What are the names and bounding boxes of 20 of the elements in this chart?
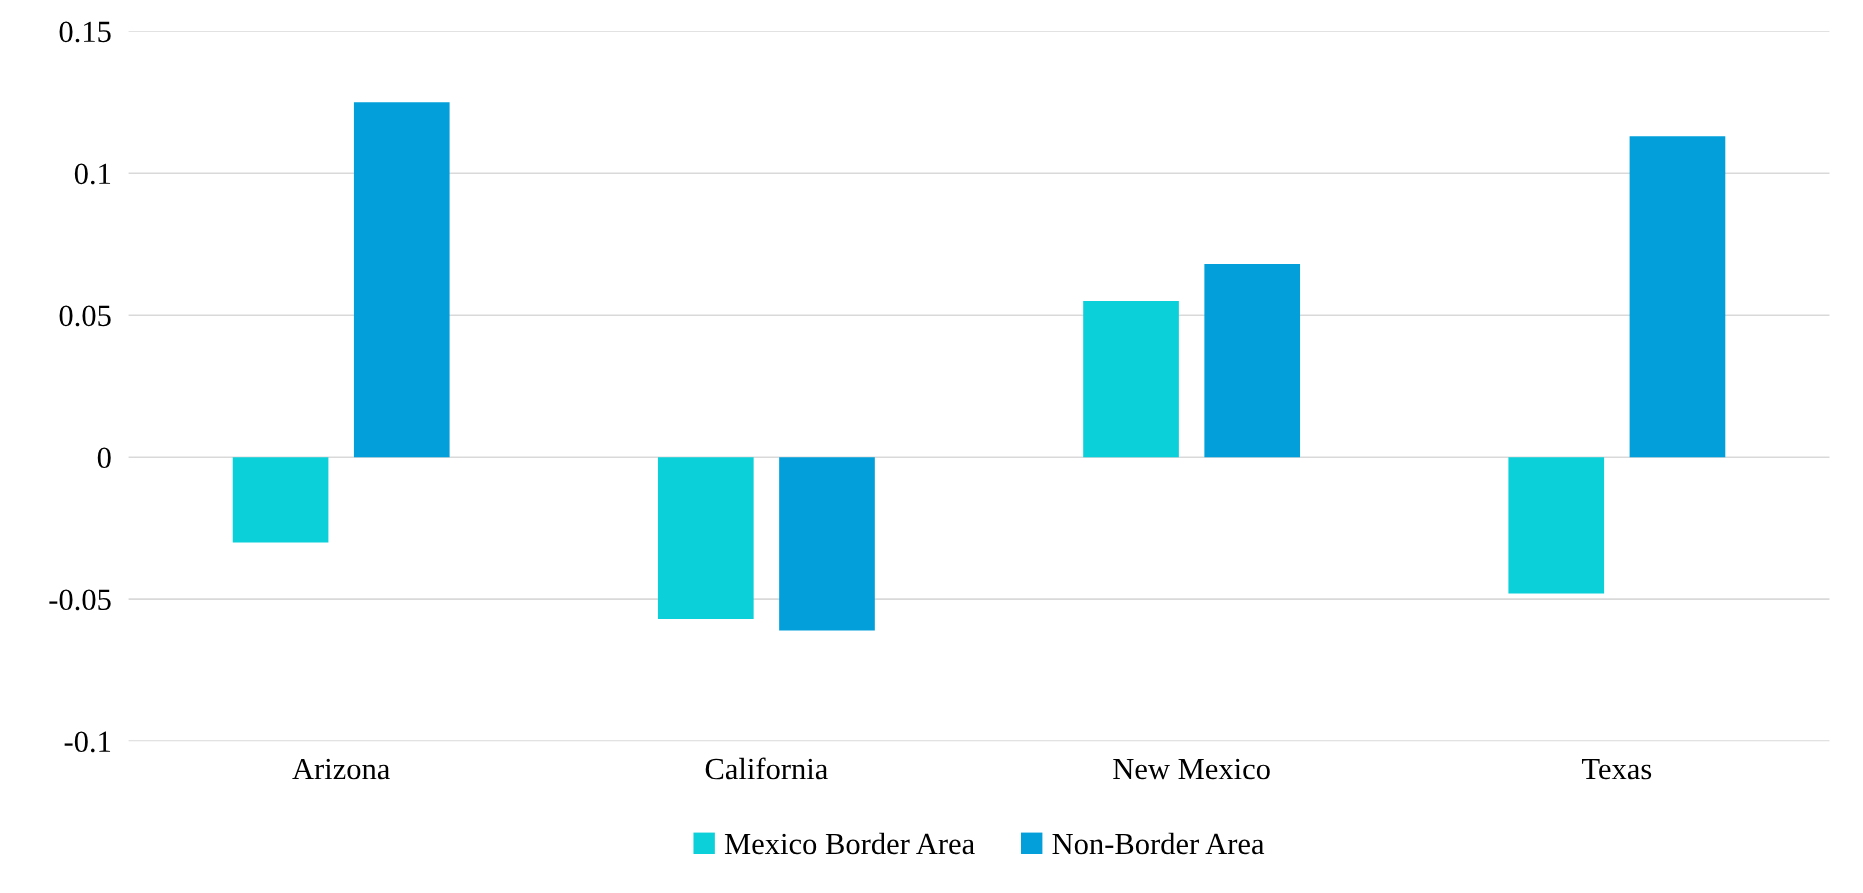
- bar: [232, 457, 329, 543]
- bar: [657, 457, 754, 620]
- x-tick-label: California: [705, 757, 828, 780]
- bar: [1629, 136, 1726, 458]
- y-tick-label: -0.1: [64, 731, 111, 753]
- legend-label: Non-Border Area: [1052, 832, 1265, 855]
- y-tick-label: 0.05: [59, 305, 111, 327]
- x-tick-label: Arizona: [292, 758, 390, 780]
- legend-label: Mexico Border Area: [724, 832, 975, 855]
- bar: [1204, 264, 1301, 458]
- bar: [1083, 301, 1179, 458]
- bar: [779, 457, 875, 631]
- y-tick-label: 0: [97, 447, 111, 469]
- y-tick-label: 0.1: [74, 163, 111, 185]
- y-tick-label: 0.15: [59, 21, 111, 43]
- x-tick-label: New Mexico: [1113, 758, 1270, 780]
- bar: [353, 102, 450, 458]
- bar: [1508, 457, 1605, 594]
- x-tick-label: Texas: [1581, 759, 1652, 780]
- y-tick-label: -0.05: [49, 589, 111, 611]
